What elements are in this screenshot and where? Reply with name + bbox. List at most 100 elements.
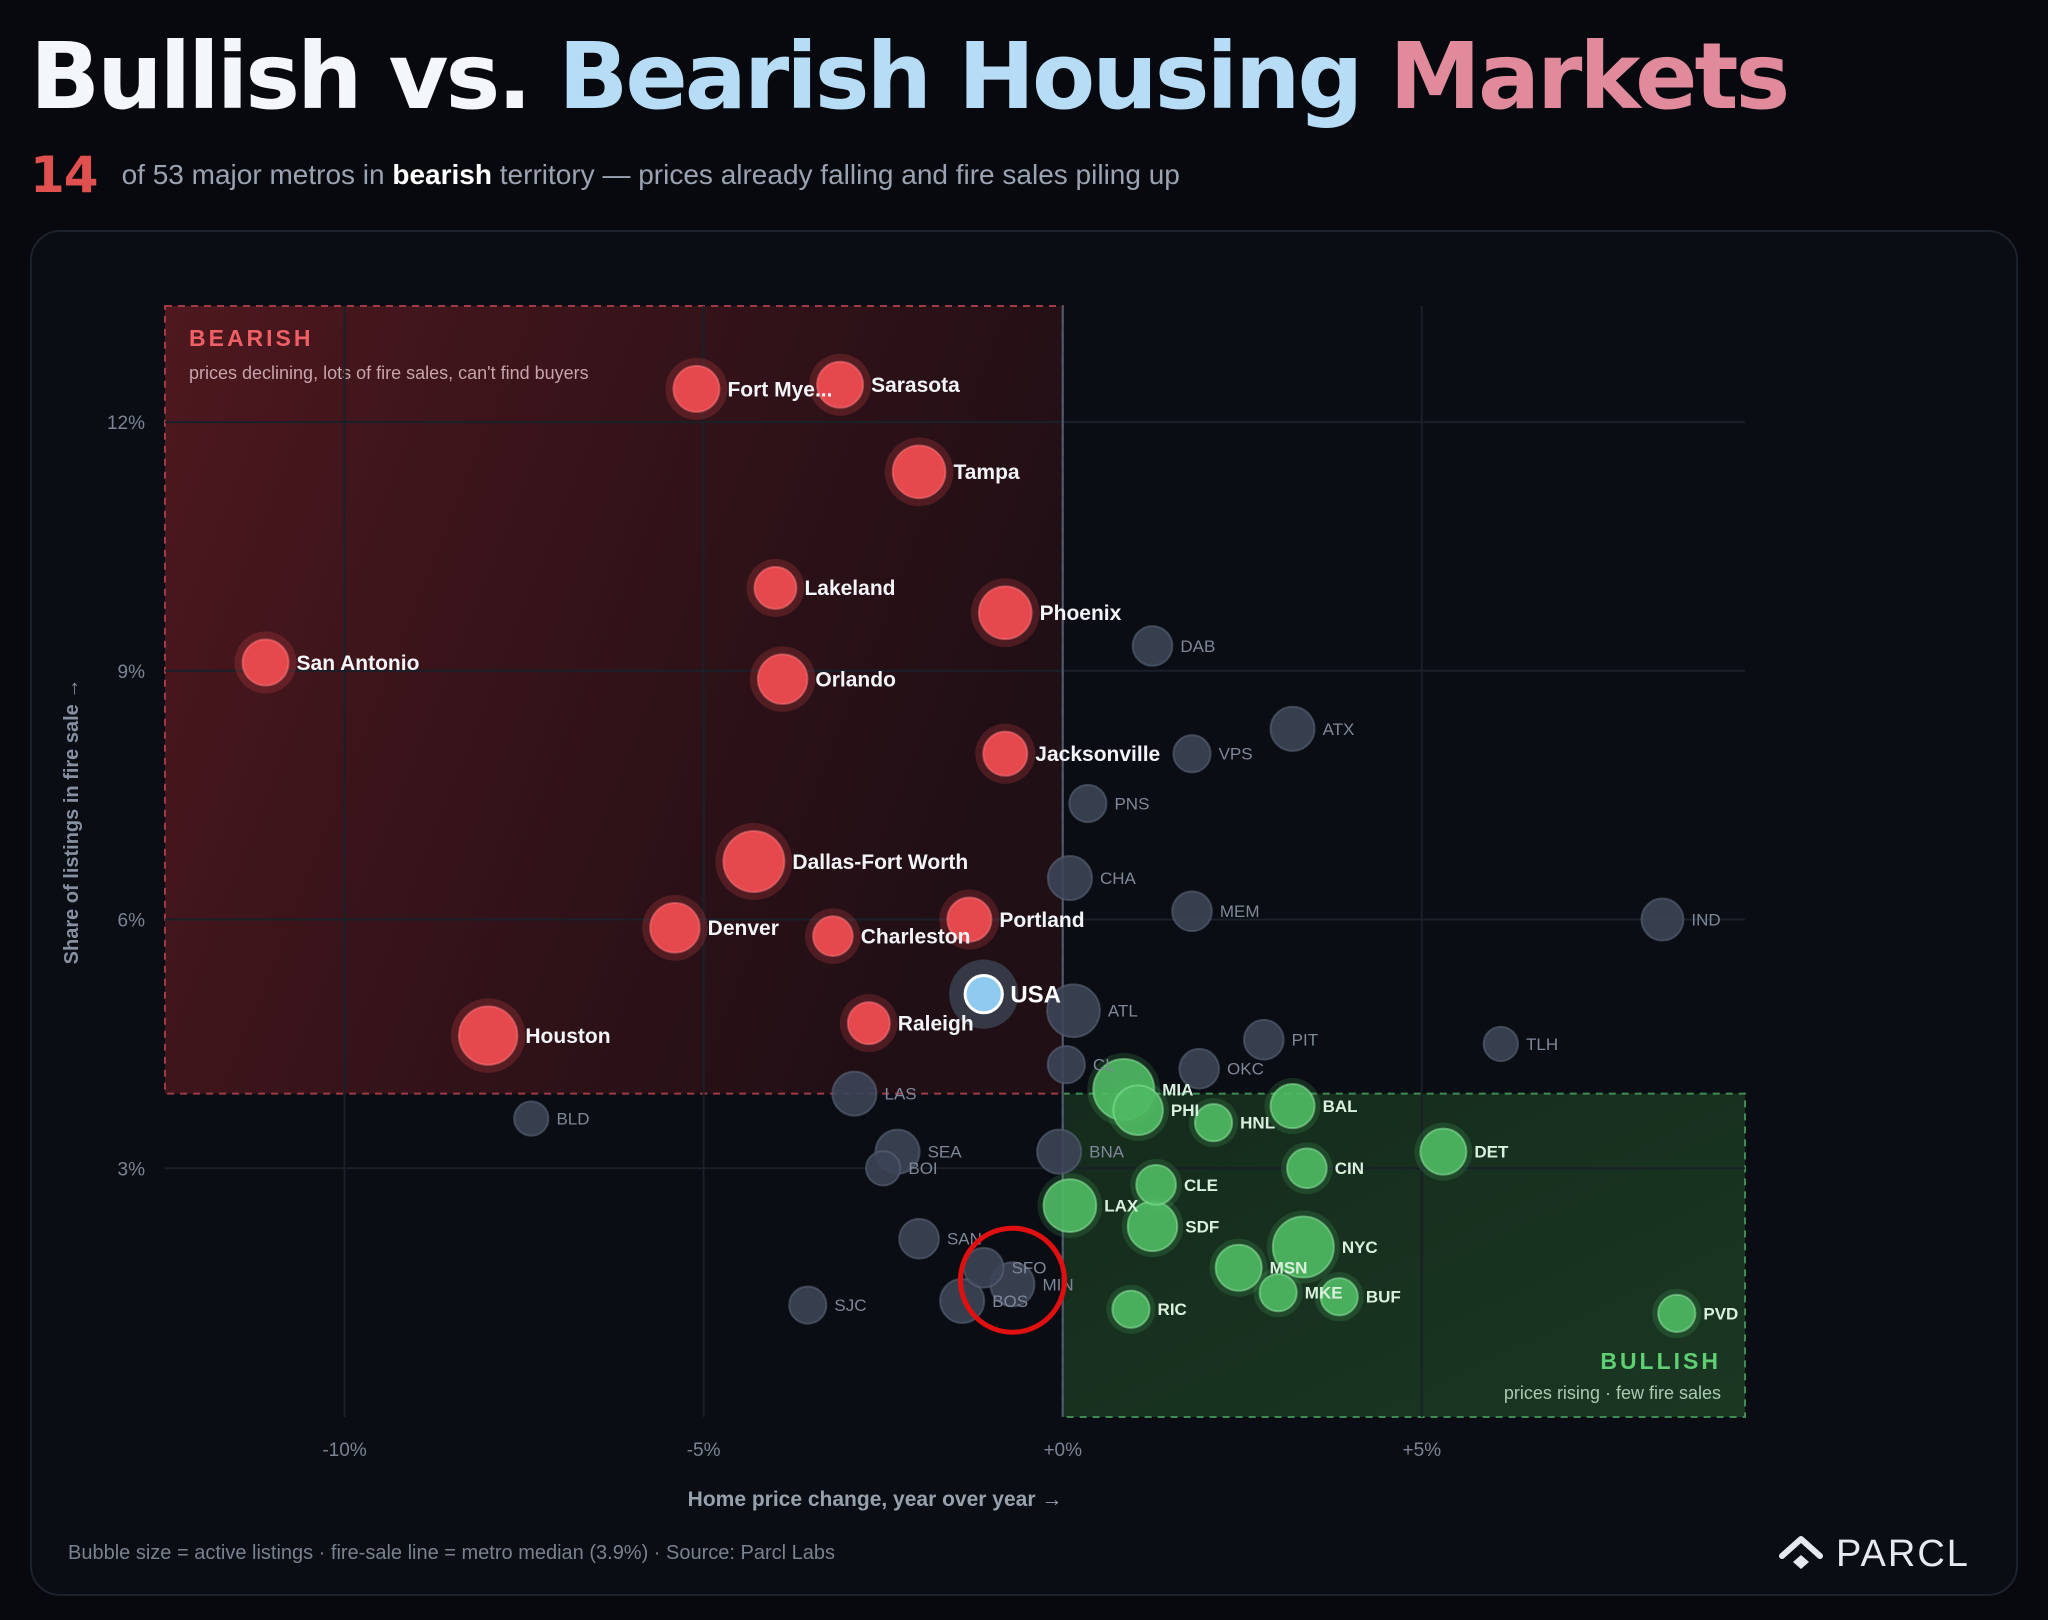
point-label: MEM bbox=[1220, 902, 1260, 921]
point-label: ATL bbox=[1108, 1002, 1138, 1021]
x-tick-label: -10% bbox=[322, 1440, 366, 1461]
point-label: PHI bbox=[1171, 1101, 1199, 1120]
y-tick-label: 9% bbox=[118, 662, 146, 683]
point-msn bbox=[1214, 1243, 1263, 1292]
point-label: Denver bbox=[708, 917, 779, 940]
point-bna bbox=[1036, 1128, 1083, 1175]
point-las bbox=[831, 1070, 878, 1117]
point-label: CHA bbox=[1100, 869, 1137, 888]
x-axis-label: Home price change, year over year → bbox=[688, 1488, 1063, 1511]
point-raleigh bbox=[846, 1001, 891, 1046]
title-part-1: Bullish vs. bbox=[30, 23, 532, 130]
point-label: OKC bbox=[1227, 1060, 1264, 1079]
point-sarasota bbox=[816, 360, 865, 409]
point-orlando bbox=[756, 653, 809, 705]
point-phi bbox=[1112, 1084, 1164, 1137]
point-label: ATX bbox=[1323, 720, 1355, 739]
point-label: SJC bbox=[834, 1296, 866, 1315]
point-label: VPS bbox=[1219, 745, 1253, 764]
point-label: SDF bbox=[1185, 1217, 1219, 1236]
point-label: MSN bbox=[1270, 1259, 1308, 1278]
footer-note: Bubble size = active listings · fire-sal… bbox=[68, 1542, 836, 1564]
bullish-zone-title: BULLISH bbox=[1600, 1348, 1721, 1374]
x-tick-label: +5% bbox=[1403, 1440, 1442, 1461]
point-label: Tampa bbox=[953, 461, 1019, 484]
point-label: BOS bbox=[992, 1292, 1028, 1311]
scatter-plot: BEARISH prices declining, lots of fire sa… bbox=[61, 305, 1746, 1511]
point-label: BNA bbox=[1089, 1143, 1125, 1162]
point-label: SEA bbox=[928, 1143, 963, 1162]
point-bal bbox=[1269, 1083, 1316, 1130]
brand-name: PARCL bbox=[1836, 1532, 1970, 1575]
point-label: San Antonio bbox=[297, 652, 420, 675]
bearish-zone-caption: prices declining, lots of fire sales, ca… bbox=[189, 363, 589, 383]
bearish-count: 14 bbox=[30, 146, 99, 204]
point-label: Charleston bbox=[861, 925, 971, 948]
point-label: MIA bbox=[1162, 1080, 1193, 1099]
point-label: RIC bbox=[1158, 1300, 1187, 1319]
point-label: PIT bbox=[1292, 1031, 1318, 1050]
point-atx bbox=[1269, 705, 1316, 752]
bearish-zone-title: BEARISH bbox=[189, 325, 314, 351]
point-ric bbox=[1111, 1289, 1151, 1329]
point-label: CLE bbox=[1184, 1176, 1218, 1195]
x-tick-label: +0% bbox=[1043, 1440, 1082, 1461]
point-label: IND bbox=[1691, 910, 1720, 929]
point-label: Dallas-Fort Worth bbox=[792, 851, 968, 874]
point-vps bbox=[1172, 734, 1212, 774]
point-label: CIN bbox=[1335, 1159, 1364, 1178]
point-portland bbox=[946, 896, 993, 943]
point-tlh bbox=[1482, 1025, 1520, 1063]
bullish-zone-caption: prices rising · few fire sales bbox=[1504, 1383, 1721, 1403]
y-tick-label: 6% bbox=[118, 911, 146, 932]
y-tick-label: 12% bbox=[107, 413, 145, 434]
point-label: SFO bbox=[1012, 1259, 1047, 1278]
point-sjc bbox=[788, 1285, 828, 1325]
point-label: Fort Mye... bbox=[727, 378, 832, 401]
point-label: Sarasota bbox=[871, 374, 960, 397]
point-label: Raleigh bbox=[898, 1013, 974, 1036]
point-dallas-fort-worth bbox=[722, 830, 786, 893]
point-cha bbox=[1046, 855, 1093, 902]
point-lakeland bbox=[753, 565, 798, 610]
point-label: PVD bbox=[1703, 1304, 1738, 1323]
point-label: Jacksonville bbox=[1035, 743, 1160, 766]
point-bld bbox=[513, 1100, 550, 1137]
point-label: Houston bbox=[525, 1025, 610, 1048]
point-pvd bbox=[1657, 1293, 1697, 1333]
subtitle-text-after: territory — prices already falling and f… bbox=[499, 159, 1180, 190]
point-label: BAL bbox=[1323, 1097, 1358, 1116]
point-label: MIN bbox=[1042, 1275, 1073, 1294]
point-cl bbox=[1046, 1045, 1086, 1085]
point-pit bbox=[1242, 1018, 1285, 1061]
point-pns bbox=[1068, 783, 1108, 824]
point-label: Portland bbox=[999, 909, 1084, 932]
point-houston bbox=[457, 1005, 519, 1066]
point-nyc bbox=[1271, 1215, 1335, 1279]
point-label: DAB bbox=[1180, 637, 1215, 656]
point-label: LAS bbox=[884, 1085, 916, 1104]
subtitle-bold-word: bearish bbox=[392, 159, 492, 190]
point-san-antonio bbox=[241, 638, 290, 687]
point-label: CL bbox=[1093, 1056, 1115, 1075]
chart-panel: BEARISH prices declining, lots of fire sa… bbox=[30, 230, 2018, 1596]
point-ind bbox=[1640, 897, 1685, 942]
point-label: BOI bbox=[908, 1159, 937, 1178]
point-boi bbox=[864, 1150, 902, 1187]
point-lax bbox=[1042, 1178, 1098, 1233]
chart-subtitle: 14 of 53 major metros in bearish territo… bbox=[30, 140, 1180, 210]
bearish-zone bbox=[164, 305, 1064, 1095]
parcl-logo-icon bbox=[1779, 1536, 1823, 1569]
point-jacksonville bbox=[982, 730, 1029, 777]
point-san bbox=[898, 1217, 940, 1260]
point-fort-mye bbox=[672, 364, 721, 413]
point-phoenix bbox=[977, 585, 1033, 641]
brand-logo: PARCL bbox=[1778, 1526, 1970, 1582]
point-label: USA bbox=[1010, 982, 1061, 1009]
point-tampa bbox=[891, 444, 947, 500]
point-label: Phoenix bbox=[1040, 602, 1122, 625]
point-hnl bbox=[1193, 1103, 1234, 1143]
point-label: Lakeland bbox=[804, 577, 895, 600]
point-mem bbox=[1171, 890, 1213, 933]
point-label: DET bbox=[1474, 1143, 1509, 1162]
